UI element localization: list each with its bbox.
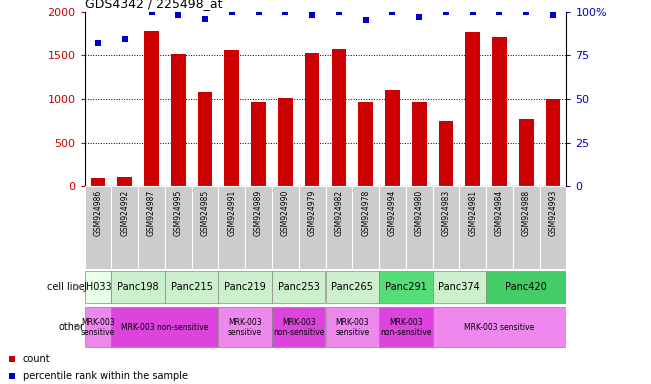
Bar bbox=[432, 271, 486, 303]
Text: count: count bbox=[23, 354, 50, 364]
Bar bbox=[219, 271, 272, 303]
Text: Panc420: Panc420 bbox=[505, 282, 547, 292]
Bar bbox=[278, 98, 293, 186]
Bar bbox=[117, 177, 132, 186]
Bar bbox=[326, 186, 352, 269]
Text: GSM924979: GSM924979 bbox=[308, 190, 316, 236]
Text: MRK-003 sensitive: MRK-003 sensitive bbox=[464, 323, 534, 332]
Bar bbox=[439, 121, 453, 186]
Text: percentile rank within the sample: percentile rank within the sample bbox=[23, 371, 187, 381]
Text: MRK-003
sensitive: MRK-003 sensitive bbox=[228, 318, 262, 337]
Bar bbox=[460, 186, 486, 269]
Text: other: other bbox=[59, 322, 85, 333]
Bar bbox=[358, 103, 373, 186]
Bar bbox=[432, 308, 566, 347]
Text: Panc291: Panc291 bbox=[385, 282, 426, 292]
Bar bbox=[165, 186, 191, 269]
Bar bbox=[272, 308, 326, 347]
Text: MRK-003 non-sensitive: MRK-003 non-sensitive bbox=[121, 323, 208, 332]
Text: GSM924978: GSM924978 bbox=[361, 190, 370, 236]
Text: MRK-003
non-sensitive: MRK-003 non-sensitive bbox=[380, 318, 432, 337]
Bar bbox=[138, 186, 165, 269]
Text: GSM924994: GSM924994 bbox=[388, 190, 397, 236]
Bar bbox=[111, 186, 138, 269]
Bar bbox=[251, 103, 266, 186]
Bar bbox=[272, 271, 326, 303]
Text: Panc253: Panc253 bbox=[278, 282, 320, 292]
Text: GSM924993: GSM924993 bbox=[549, 190, 557, 236]
Bar bbox=[492, 37, 507, 186]
Text: GSM924992: GSM924992 bbox=[120, 190, 130, 236]
Bar bbox=[85, 308, 111, 347]
Bar bbox=[486, 186, 513, 269]
Bar bbox=[85, 186, 111, 269]
Bar bbox=[379, 186, 406, 269]
Text: Panc374: Panc374 bbox=[438, 282, 480, 292]
Bar bbox=[272, 186, 299, 269]
Text: GSM924988: GSM924988 bbox=[521, 190, 531, 236]
Bar bbox=[352, 186, 379, 269]
Text: MRK-003
sensitive: MRK-003 sensitive bbox=[81, 318, 115, 337]
Text: Panc198: Panc198 bbox=[117, 282, 159, 292]
Text: GSM924985: GSM924985 bbox=[201, 190, 210, 236]
Bar bbox=[90, 177, 105, 186]
Text: Panc265: Panc265 bbox=[331, 282, 373, 292]
Bar bbox=[225, 50, 239, 186]
Text: GSM924989: GSM924989 bbox=[254, 190, 263, 236]
Text: GSM924983: GSM924983 bbox=[441, 190, 450, 236]
Text: JH033: JH033 bbox=[84, 282, 113, 292]
Text: Panc219: Panc219 bbox=[225, 282, 266, 292]
Bar bbox=[111, 308, 219, 347]
Bar bbox=[513, 186, 540, 269]
Bar bbox=[432, 186, 460, 269]
Bar bbox=[406, 186, 432, 269]
Bar bbox=[299, 186, 326, 269]
Text: GSM924987: GSM924987 bbox=[147, 190, 156, 236]
Bar bbox=[379, 271, 432, 303]
Bar bbox=[305, 53, 320, 186]
Text: GSM924991: GSM924991 bbox=[227, 190, 236, 236]
Bar bbox=[540, 186, 566, 269]
Text: GDS4342 / 225498_at: GDS4342 / 225498_at bbox=[85, 0, 222, 10]
Bar bbox=[465, 33, 480, 186]
Bar bbox=[198, 92, 212, 186]
Text: GSM924995: GSM924995 bbox=[174, 190, 183, 236]
Bar bbox=[519, 119, 534, 186]
Text: GSM924986: GSM924986 bbox=[94, 190, 102, 236]
Bar bbox=[546, 99, 561, 186]
Bar bbox=[171, 54, 186, 186]
Bar bbox=[144, 31, 159, 186]
Text: cell line: cell line bbox=[47, 282, 85, 292]
Text: MRK-003
non-sensitive: MRK-003 non-sensitive bbox=[273, 318, 324, 337]
Text: GSM924982: GSM924982 bbox=[335, 190, 343, 236]
Bar bbox=[385, 90, 400, 186]
Bar bbox=[379, 308, 432, 347]
Bar bbox=[412, 103, 426, 186]
Bar bbox=[219, 308, 272, 347]
Bar bbox=[331, 49, 346, 186]
Bar bbox=[245, 186, 272, 269]
Bar bbox=[165, 271, 219, 303]
Bar bbox=[219, 186, 245, 269]
Text: Panc215: Panc215 bbox=[171, 282, 213, 292]
Text: GSM924981: GSM924981 bbox=[468, 190, 477, 236]
Text: GSM924990: GSM924990 bbox=[281, 190, 290, 236]
Bar bbox=[111, 271, 165, 303]
Bar bbox=[191, 186, 219, 269]
Text: GSM924980: GSM924980 bbox=[415, 190, 424, 236]
Bar bbox=[326, 308, 379, 347]
Bar bbox=[326, 271, 379, 303]
Text: GSM924984: GSM924984 bbox=[495, 190, 504, 236]
Bar bbox=[486, 271, 566, 303]
Bar bbox=[85, 271, 111, 303]
Text: MRK-003
sensitive: MRK-003 sensitive bbox=[335, 318, 369, 337]
